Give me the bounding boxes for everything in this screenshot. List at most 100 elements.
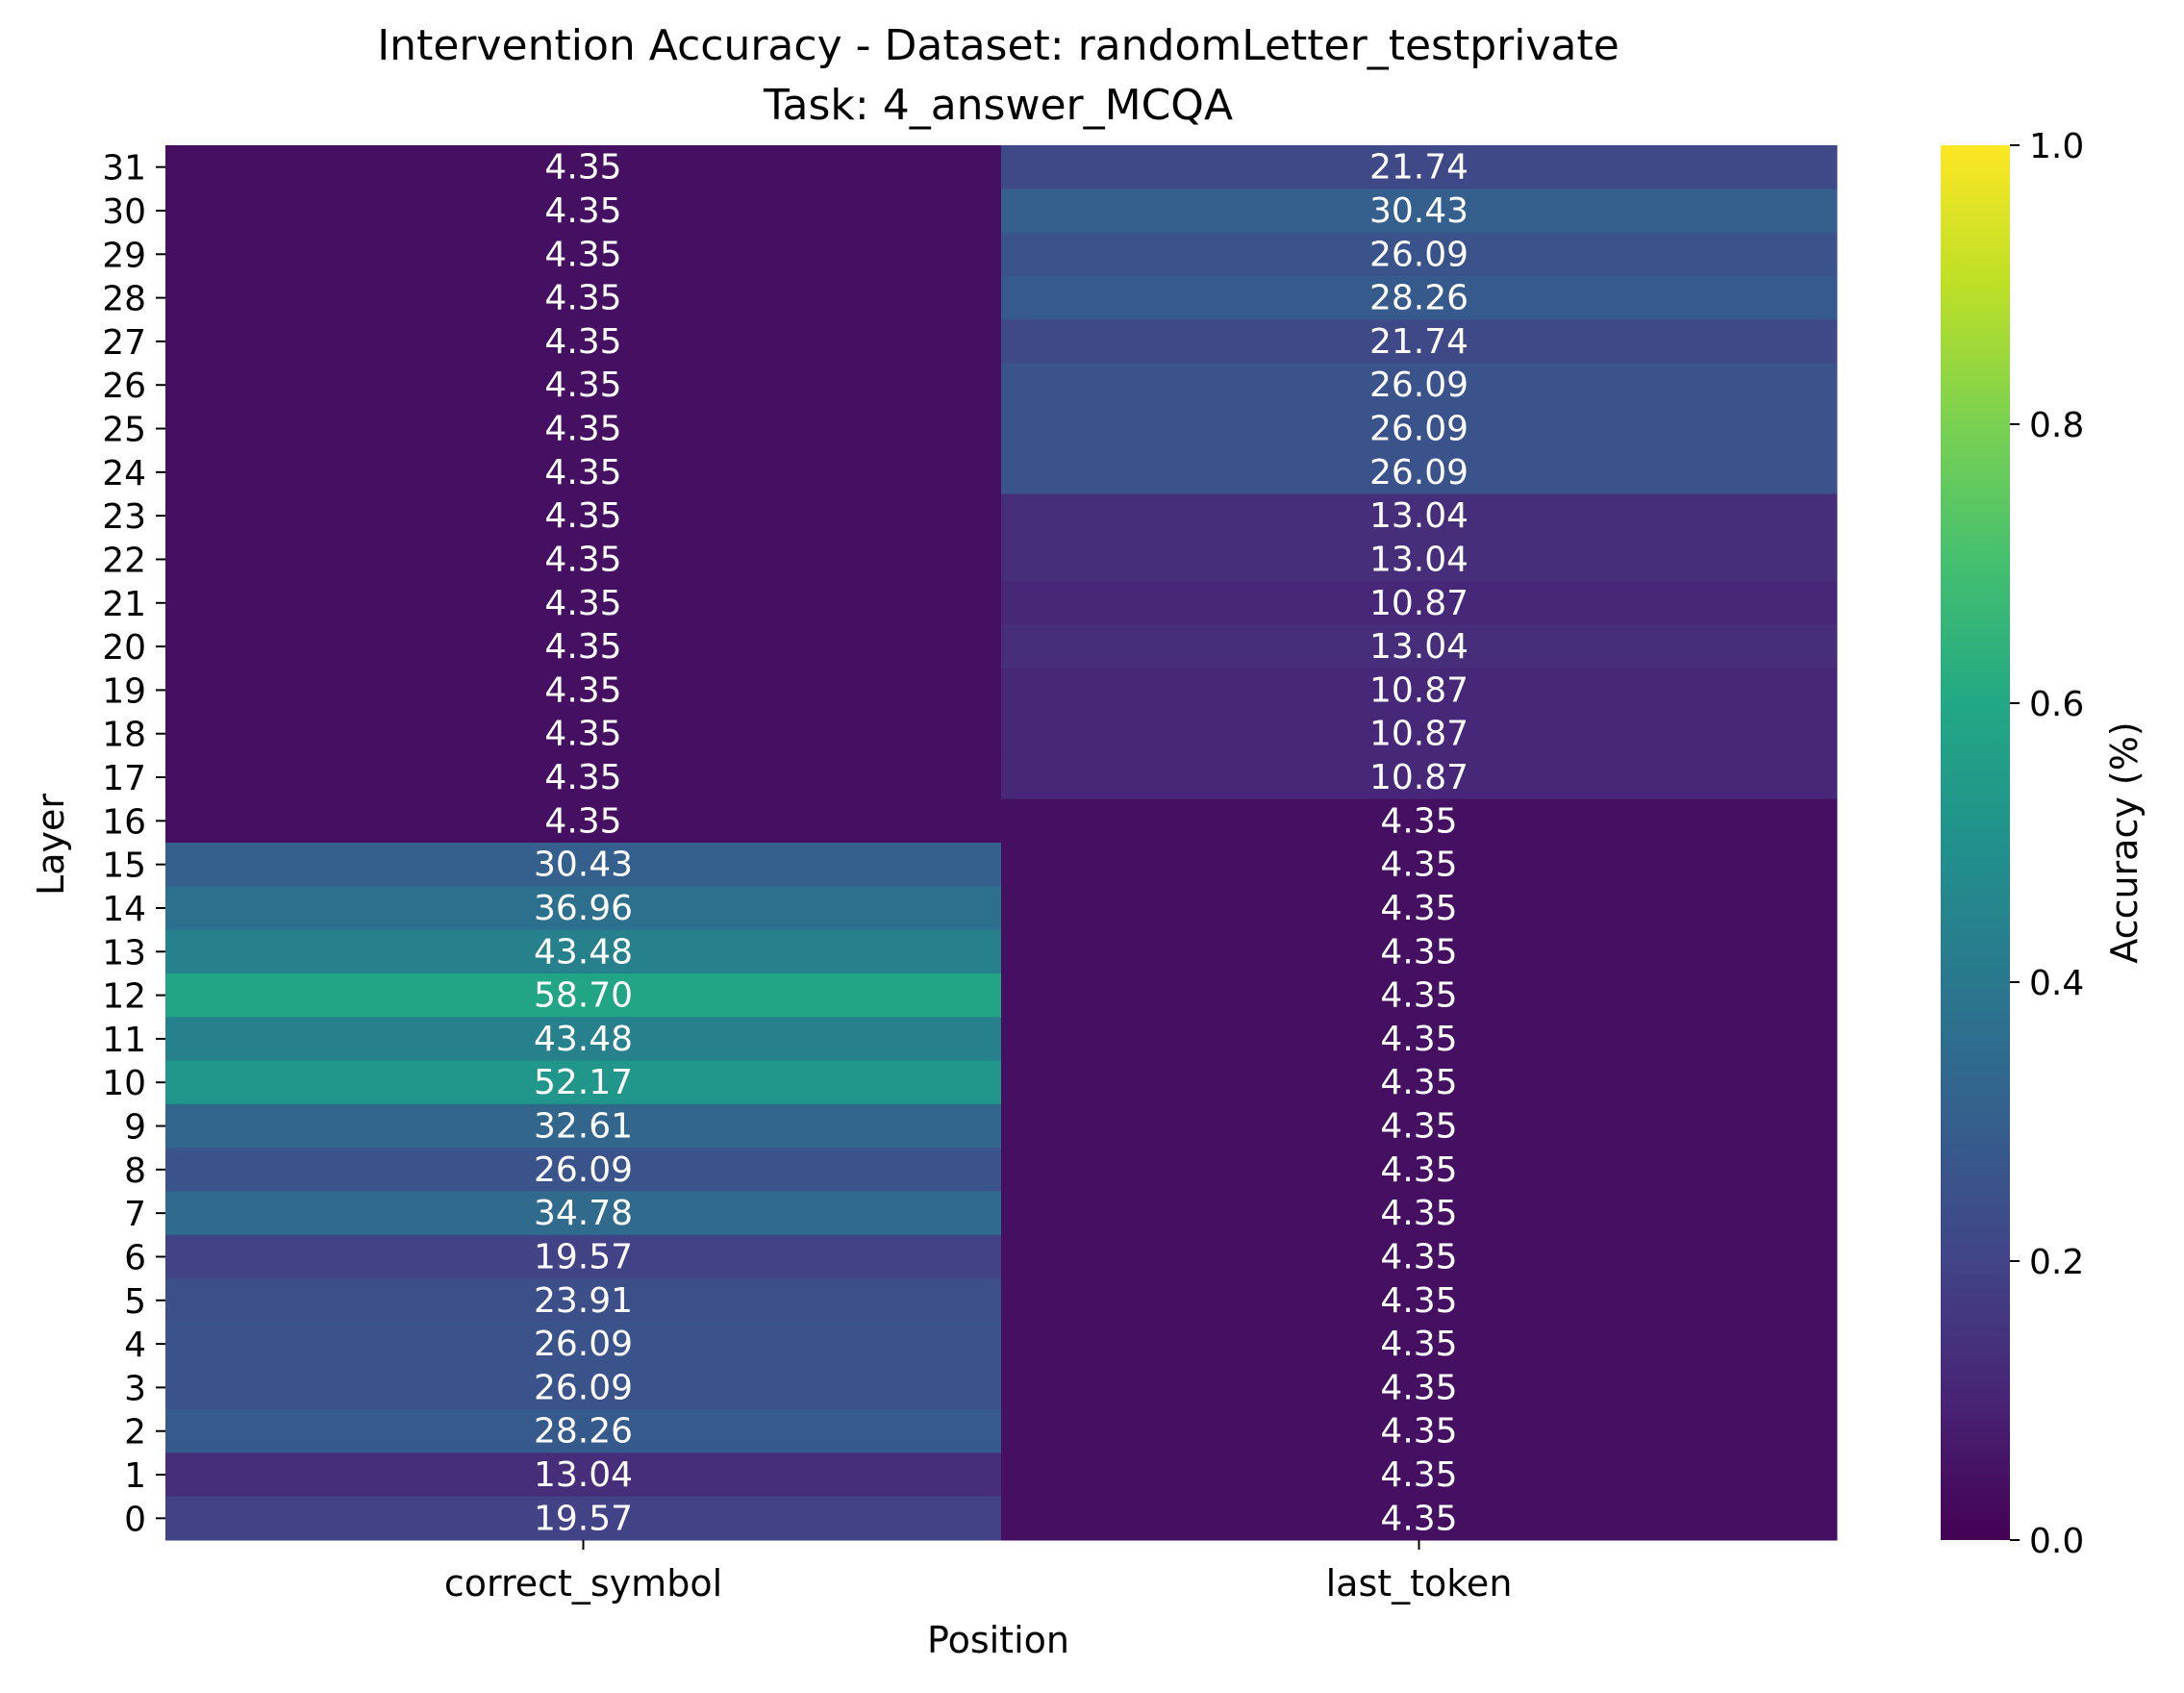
- y-tick-label: 7: [124, 1195, 146, 1234]
- heatmap-cell: [165, 537, 1002, 582]
- cell-value-label: 13.04: [1369, 496, 1469, 536]
- heatmap-cell: [1001, 363, 1838, 408]
- heatmap-cell: [165, 929, 1002, 974]
- cell-value-label: 30.43: [1369, 191, 1469, 231]
- y-tick-label: 19: [102, 671, 146, 711]
- y-tick-label: 25: [102, 411, 146, 450]
- heatmap-cell: [1001, 493, 1838, 539]
- cell-value-label: 32.61: [534, 1107, 633, 1147]
- chart-subtitle: Task: 4_answer_MCQA: [763, 81, 1233, 130]
- cell-value-label: 10.87: [1369, 584, 1469, 623]
- cell-value-label: 23.91: [534, 1281, 633, 1321]
- y-tick-label: 14: [102, 890, 146, 929]
- cell-value-label: 4.35: [544, 627, 621, 667]
- cell-value-label: 13.04: [1369, 627, 1469, 667]
- y-tick-label: 11: [102, 1021, 146, 1060]
- heatmap-cell: [165, 232, 1002, 277]
- cell-value-label: 4.35: [544, 279, 621, 318]
- cell-value-label: 43.48: [534, 932, 633, 972]
- heatmap-cell: [165, 1148, 1002, 1192]
- cell-value-label: 4.35: [1380, 1281, 1457, 1321]
- heatmap-cell: [1001, 1496, 1838, 1541]
- heatmap-cell: [1001, 973, 1838, 1018]
- heatmap-cell: [1001, 624, 1838, 670]
- cell-value-label: 19.57: [534, 1237, 633, 1276]
- cell-value-label: 4.35: [1380, 1020, 1457, 1059]
- heatmap-cell: [1001, 1278, 1838, 1323]
- heatmap-cell: [1001, 798, 1838, 844]
- heatmap-cell: [1001, 1365, 1838, 1410]
- y-tick-label: 9: [124, 1108, 146, 1148]
- x-axis-label: Position: [927, 1619, 1069, 1661]
- heatmap-cell: [165, 1191, 1002, 1236]
- heatmap-cell: [165, 843, 1002, 887]
- colorbar-tick-label: 1.0: [2029, 127, 2084, 166]
- cell-value-label: 4.35: [1380, 1499, 1457, 1538]
- y-tick-label: 1: [124, 1456, 146, 1496]
- heatmap-cell: [165, 798, 1002, 844]
- heatmap-cell: [1001, 319, 1838, 365]
- heatmap-cell: [1001, 1191, 1838, 1236]
- y-tick-label: 12: [102, 977, 146, 1017]
- cell-value-label: 30.43: [534, 846, 633, 885]
- cell-value-label: 10.87: [1369, 670, 1469, 710]
- heatmap-cell: [165, 1322, 1002, 1367]
- y-tick-label: 17: [102, 759, 146, 798]
- cell-value-label: 4.35: [544, 715, 621, 754]
- heatmap-cell: [1001, 755, 1838, 800]
- cell-value-label: 4.35: [1380, 932, 1457, 972]
- y-tick-label: 10: [102, 1064, 146, 1103]
- heatmap-cell: [1001, 275, 1838, 320]
- y-tick-label: 28: [102, 280, 146, 319]
- y-axis-label: Layer: [30, 794, 72, 896]
- cell-value-label: 4.35: [544, 148, 621, 188]
- heatmap-cell: [1001, 1017, 1838, 1062]
- heatmap-cell: [165, 668, 1002, 713]
- heatmap-cell: [165, 145, 1002, 190]
- cell-value-label: 4.35: [1380, 1150, 1457, 1190]
- heatmap-cell: [165, 973, 1002, 1018]
- cell-value-label: 26.09: [534, 1325, 633, 1364]
- cell-value-label: 26.09: [1369, 453, 1469, 493]
- heatmap-cell: [165, 581, 1002, 625]
- colorbar: 0.0 0.2 0.4 0.6 0.8 1.0: [1941, 127, 2084, 1561]
- y-tick-label: 22: [102, 541, 146, 580]
- y-tick-label: 30: [102, 192, 146, 232]
- cell-value-label: 4.35: [1380, 1368, 1457, 1407]
- heatmap-cell: [1001, 1322, 1838, 1367]
- y-tick-label: 16: [102, 802, 146, 842]
- heatmap-cell: [1001, 450, 1838, 494]
- colorbar-tick-label: 0.8: [2029, 406, 2084, 445]
- heatmap-cell: [165, 1496, 1002, 1541]
- cell-value-label: 52.17: [534, 1063, 633, 1102]
- cell-value-label: 4.35: [1380, 976, 1457, 1016]
- heatmap-cell: [1001, 145, 1838, 190]
- heatmap-cell: [165, 1365, 1002, 1410]
- cell-value-label: 4.35: [1380, 1325, 1457, 1364]
- y-axis: 3130292827262524232221201918171615141312…: [102, 149, 165, 1539]
- cell-value-label: 21.74: [1369, 322, 1469, 362]
- cell-value-label: 4.35: [544, 410, 621, 449]
- heatmap-cell: [1001, 189, 1838, 234]
- heatmap-cell: [165, 712, 1002, 756]
- heatmap-cell: [165, 1453, 1002, 1498]
- y-tick-label: 15: [102, 846, 146, 886]
- y-tick-label: 13: [102, 933, 146, 973]
- cell-value-label: 28.26: [534, 1412, 633, 1452]
- y-tick-label: 20: [102, 628, 146, 668]
- chart-title: Intervention Accuracy - Dataset: randomL…: [377, 21, 1619, 70]
- cell-value-label: 4.35: [1380, 889, 1457, 928]
- heatmap-cell: [165, 1017, 1002, 1062]
- x-tick-label: correct_symbol: [444, 1562, 722, 1605]
- heatmap-cell: [1001, 668, 1838, 713]
- cell-value-label: 21.74: [1369, 148, 1469, 188]
- cell-value-label: 26.09: [534, 1368, 633, 1407]
- y-tick-label: 3: [124, 1369, 146, 1408]
- heatmap-cell: [165, 1278, 1002, 1323]
- heatmap-cell: [1001, 843, 1838, 887]
- heatmap-cell: [1001, 1060, 1838, 1105]
- heatmap-cell: [1001, 537, 1838, 582]
- colorbar-label: Accuracy (%): [2103, 721, 2146, 963]
- heatmap-cell: [165, 319, 1002, 365]
